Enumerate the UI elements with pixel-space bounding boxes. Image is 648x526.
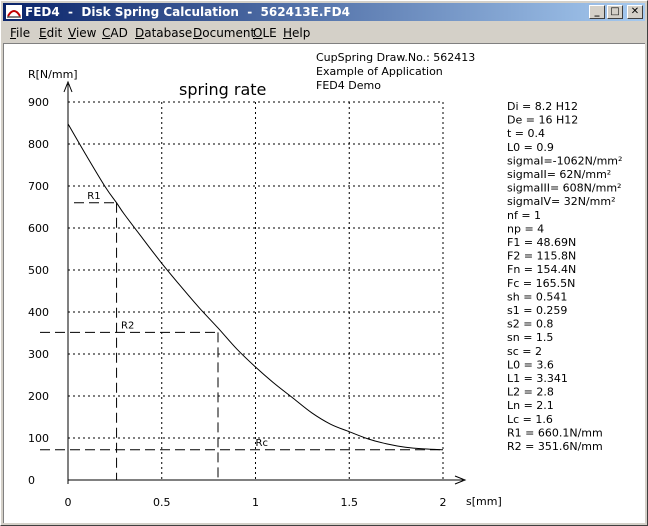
result-line: sc = 2	[507, 345, 542, 358]
x-tick-label: 1.5	[341, 496, 359, 509]
title-bar[interactable]: FED4 - Disk Spring Calculation - 562413E…	[3, 3, 645, 21]
result-line: L1 = 3.341	[507, 372, 568, 385]
result-line: L0 = 3.6	[507, 358, 554, 371]
y-tick-label: 700	[28, 180, 49, 193]
result-line: F1 = 48.69N	[507, 236, 576, 249]
result-line: L0 = 0.9	[507, 141, 554, 154]
y-tick-label: 100	[28, 432, 49, 445]
y-tick-label: 400	[28, 306, 49, 319]
x-axis-label: s[mm]	[466, 495, 502, 508]
result-line: L2 = 2.8	[507, 386, 554, 399]
y-tick-label: 600	[28, 222, 49, 235]
header-line-2: Example of Application	[316, 65, 443, 78]
result-line: Ln = 2.1	[507, 399, 554, 412]
y-axis-label: R[N/mm]	[28, 68, 78, 81]
menu-document[interactable]: Document	[193, 26, 256, 40]
result-line: np = 4	[507, 222, 544, 235]
result-line: t = 0.4	[507, 127, 545, 140]
spring-rate-curve	[67, 123, 444, 451]
result-line: sigmaIV= 32N/mm²	[507, 195, 615, 208]
y-tick-label: 800	[28, 138, 49, 151]
spring-rate-chart: CupSpring Draw.No.: 562413 Example of Ap…	[28, 51, 622, 509]
header-line-3: FED4 Demo	[316, 79, 381, 92]
y-tick-label: 300	[28, 348, 49, 361]
y-axis-arrow	[63, 80, 73, 93]
menu-view[interactable]: View	[68, 26, 97, 40]
result-line: nf = 1	[507, 209, 541, 222]
x-tick-label: 0.5	[153, 496, 171, 509]
result-line: Lc = 1.6	[507, 413, 553, 426]
menu-help[interactable]: Help	[283, 26, 311, 40]
maximize-button[interactable]: □	[607, 5, 623, 19]
menu-database[interactable]: Database	[135, 26, 193, 40]
result-line: s1 = 0.259	[507, 304, 567, 317]
chart-title: spring rate	[179, 80, 266, 99]
marker-label: R1	[87, 191, 100, 202]
drawing-canvas: CupSpring Draw.No.: 562413 Example of Ap…	[3, 43, 645, 523]
result-line: Fn = 154.4N	[507, 263, 576, 276]
y-tick-label: 0	[28, 474, 35, 487]
window-title: FED4 - Disk Spring Calculation - 562413E…	[25, 5, 350, 19]
menu-cad[interactable]: CAD	[102, 26, 128, 40]
marker-label: R2	[121, 320, 134, 331]
header-line-1: CupSpring Draw.No.: 562413	[316, 51, 475, 64]
close-button[interactable]: ✕	[627, 5, 643, 19]
result-line: De = 16 H12	[507, 114, 578, 127]
minimize-button[interactable]: _	[589, 5, 605, 19]
result-line: sigmaII= 62N/mm²	[507, 168, 611, 181]
menu-file[interactable]: File	[10, 26, 31, 40]
marker-label: Rc	[256, 438, 268, 449]
x-tick-label: 1	[252, 496, 259, 509]
result-line: Fc = 165.5N	[507, 277, 575, 290]
x-tick-label: 0	[65, 496, 72, 509]
x-tick-label: 2	[440, 496, 447, 509]
result-line: F2 = 115.8N	[507, 250, 576, 263]
y-tick-label: 900	[28, 96, 49, 109]
result-line: sigmaI=-1062N/mm²	[507, 154, 622, 167]
result-line: sn = 1.5	[507, 331, 553, 344]
y-tick-label: 500	[28, 264, 49, 277]
result-line: sigmaIII= 608N/mm²	[507, 182, 621, 195]
result-line: sh = 0.541	[507, 290, 567, 303]
result-line: s2 = 0.8	[507, 318, 553, 331]
menu-edit[interactable]: Edit	[39, 26, 63, 40]
menu-bar: File Edit View CAD Database Document OLE…	[3, 23, 645, 42]
result-line: R1 = 660.1N/mm	[507, 426, 603, 439]
menu-ole[interactable]: OLE	[253, 26, 277, 40]
fed4-app-icon	[6, 5, 22, 19]
x-axis-arrow	[454, 475, 467, 485]
result-line: Di = 8.2 H12	[507, 100, 578, 113]
result-line: R2 = 351.6N/mm	[507, 440, 603, 453]
y-tick-label: 200	[28, 390, 49, 403]
